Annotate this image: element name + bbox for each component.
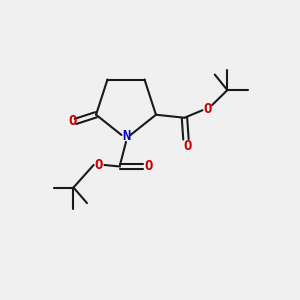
Text: O: O xyxy=(95,158,103,172)
Text: O: O xyxy=(204,102,212,116)
Text: O: O xyxy=(144,160,153,173)
Text: N: N xyxy=(122,130,130,143)
Text: O: O xyxy=(68,114,77,128)
Text: O: O xyxy=(183,139,192,153)
